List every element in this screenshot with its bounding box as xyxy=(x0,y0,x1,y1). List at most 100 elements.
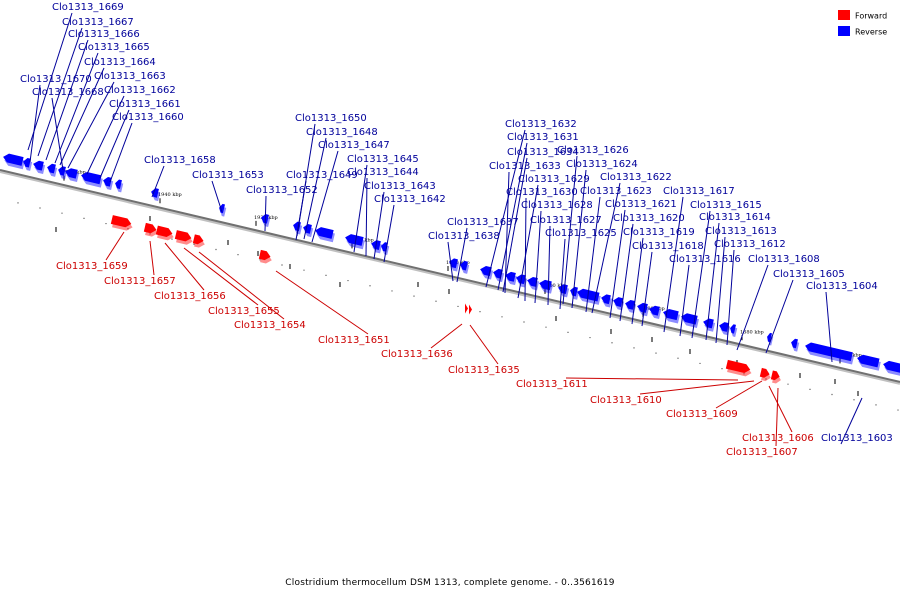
gene-label-Clo1313_1636[interactable]: Clo1313_1636 xyxy=(381,323,463,360)
reverse-gene-2[interactable] xyxy=(31,160,46,174)
gene-label-Clo1313_1631[interactable]: Clo1313_1631 xyxy=(497,132,579,291)
gene-label-Clo1313_1637[interactable]: Clo1313_1637 xyxy=(447,217,519,283)
gene-label-Clo1313_1644[interactable]: Clo1313_1644 xyxy=(347,167,419,257)
gene-label-Clo1313_1612[interactable]: Clo1313_1612 xyxy=(714,239,786,346)
reverse-gene-6[interactable] xyxy=(79,171,103,188)
gene-label-Clo1313_1632[interactable]: Clo1313_1632 xyxy=(485,119,577,288)
gene-label-Clo1313_1613[interactable]: Clo1313_1613 xyxy=(705,226,777,344)
gene-label-Clo1313_1622[interactable]: Clo1313_1622 xyxy=(591,172,672,314)
forward-gene-0[interactable] xyxy=(110,215,134,232)
gene-label-Clo1313_1661[interactable]: Clo1313_1661 xyxy=(99,99,181,179)
gene-label-Clo1313_1666[interactable]: Clo1313_1666 xyxy=(45,29,140,161)
reverse-gene-40[interactable] xyxy=(789,338,800,352)
gene-label-Clo1313_1634[interactable]: Clo1313_1634 xyxy=(502,147,579,293)
gene-label-Clo1313_1648[interactable]: Clo1313_1648 xyxy=(303,127,378,240)
reverse-gene-36[interactable] xyxy=(701,317,716,332)
forward-gene-small-0[interactable] xyxy=(465,303,468,314)
reverse-gene-5[interactable] xyxy=(63,167,80,182)
gene-label-Clo1313_1617[interactable]: Clo1313_1617 xyxy=(663,186,735,333)
gene-label-Clo1313_1615[interactable]: Clo1313_1615 xyxy=(690,200,762,339)
gene-label-Clo1313_1649[interactable]: Clo1313_1649 xyxy=(286,170,358,241)
reverse-gene-1[interactable] xyxy=(21,157,33,171)
forward-gene-1[interactable] xyxy=(143,222,159,238)
gene-label-Clo1313_1670[interactable]: Clo1313_1670 xyxy=(20,74,92,163)
gene-label-Clo1313_1607[interactable]: Clo1313_1607 xyxy=(726,387,798,458)
gene-label-Clo1313_1608[interactable]: Clo1313_1608 xyxy=(736,254,820,351)
gene-label-Clo1313_1667[interactable]: Clo1313_1667 xyxy=(37,17,134,157)
gene-label-Clo1313_1651[interactable]: Clo1313_1651 xyxy=(275,270,390,346)
gene-label-Clo1313_1630[interactable]: Clo1313_1630 xyxy=(506,187,578,302)
gene-label-Clo1313_1656[interactable]: Clo1313_1656 xyxy=(154,242,226,302)
forward-gene-8[interactable] xyxy=(770,370,782,385)
gene-label-Clo1313_1621[interactable]: Clo1313_1621 xyxy=(605,199,677,319)
gene-label-Clo1313_1659[interactable]: Clo1313_1659 xyxy=(56,231,128,272)
gene-label-Clo1313_1654[interactable]: Clo1313_1654 xyxy=(198,251,306,331)
gene-label-Clo1313_1633[interactable]: Clo1313_1633 xyxy=(489,161,561,294)
reverse-gene-24[interactable] xyxy=(525,276,540,291)
gene-label-Clo1313_1653[interactable]: Clo1313_1653 xyxy=(192,170,264,213)
gene-label-Clo1313_1665[interactable]: Clo1313_1665 xyxy=(54,42,150,164)
forward-gene-2[interactable] xyxy=(155,225,175,242)
reverse-gene-41[interactable] xyxy=(803,341,855,365)
reverse-gene-25[interactable] xyxy=(537,279,554,294)
gene-label-Clo1313_1624[interactable]: Clo1313_1624 xyxy=(566,159,638,309)
gene-label-Clo1313_1603[interactable]: Clo1313_1603 xyxy=(821,397,893,445)
reverse-gene-19[interactable] xyxy=(458,260,470,274)
gene-label-Clo1313_1628[interactable]: Clo1313_1628 xyxy=(521,200,593,304)
forward-gene-7[interactable] xyxy=(759,367,772,382)
gene-label-Clo1313_1620[interactable]: Clo1313_1620 xyxy=(613,213,685,322)
gene-label-Clo1313_1662[interactable]: Clo1313_1662 xyxy=(86,85,176,175)
reverse-gene-8[interactable] xyxy=(113,179,124,193)
forward-gene-3[interactable] xyxy=(174,230,194,246)
reverse-gene-10[interactable] xyxy=(217,203,227,217)
gene-label-Clo1313_1652[interactable]: Clo1313_1652 xyxy=(246,185,318,232)
gene-label-Clo1313_1664[interactable]: Clo1313_1664 xyxy=(59,57,156,166)
reverse-gene-43[interactable] xyxy=(881,360,900,377)
gene-label-Clo1313_1660[interactable]: Clo1313_1660 xyxy=(109,112,184,183)
reverse-gene-22[interactable] xyxy=(503,271,518,286)
gene-label-Clo1313_1645[interactable]: Clo1313_1645 xyxy=(347,154,419,253)
gene-label-Clo1313_1669[interactable]: Clo1313_1669 xyxy=(27,2,124,151)
reverse-gene-29[interactable] xyxy=(599,293,613,308)
gene-label-Clo1313_1626[interactable]: Clo1313_1626 xyxy=(557,145,629,305)
reverse-gene-7[interactable] xyxy=(101,176,114,191)
reverse-gene-33[interactable] xyxy=(647,305,662,320)
gene-label-Clo1313_1604[interactable]: Clo1313_1604 xyxy=(806,281,878,363)
gene-label-Clo1313_1610[interactable]: Clo1313_1610 xyxy=(590,380,755,406)
forward-gene-4[interactable] xyxy=(192,234,206,248)
gene-label-Clo1313_1657[interactable]: Clo1313_1657 xyxy=(104,240,176,287)
gene-label-Clo1313_1642[interactable]: Clo1313_1642 xyxy=(374,194,446,263)
reverse-gene-32[interactable] xyxy=(635,302,650,317)
gene-label-Clo1313_1611[interactable]: Clo1313_1611 xyxy=(516,377,739,390)
gene-label-Clo1313_1643[interactable]: Clo1313_1643 xyxy=(364,181,436,260)
reverse-gene-3[interactable] xyxy=(45,163,58,177)
gene-label-Clo1313_1619[interactable]: Clo1313_1619 xyxy=(623,227,695,325)
gene-label-Clo1313_1616[interactable]: Clo1313_1616 xyxy=(669,254,741,337)
gene-label-Clo1313_1663[interactable]: Clo1313_1663 xyxy=(67,71,166,169)
gene-label-Clo1313_1655[interactable]: Clo1313_1655 xyxy=(183,247,280,317)
gene-label-Clo1313_1658[interactable]: Clo1313_1658 xyxy=(144,155,216,198)
reverse-gene-21[interactable] xyxy=(491,268,505,283)
reverse-gene-42[interactable] xyxy=(855,354,881,371)
gene-label-Clo1313_1606[interactable]: Clo1313_1606 xyxy=(742,385,814,444)
reverse-gene-14[interactable] xyxy=(313,226,335,243)
forward-gene-small-1[interactable] xyxy=(469,304,472,315)
forward-gene-5[interactable] xyxy=(258,249,273,265)
reverse-gene-13[interactable] xyxy=(301,223,314,238)
gene-label-Clo1313_1627[interactable]: Clo1313_1627 xyxy=(530,215,602,306)
reverse-gene-38[interactable] xyxy=(728,324,738,337)
gene-label-Clo1313_1629[interactable]: Clo1313_1629 xyxy=(517,174,590,299)
gene-label-Clo1313_1614[interactable]: Clo1313_1614 xyxy=(699,212,771,341)
gene-label-Clo1313_1605[interactable]: Clo1313_1605 xyxy=(765,269,845,354)
gene-label-Clo1313_1625[interactable]: Clo1313_1625 xyxy=(545,228,617,310)
reverse-gene-0[interactable] xyxy=(1,152,25,170)
reverse-gene-4[interactable] xyxy=(56,165,68,180)
gene-label-Clo1313_1609[interactable]: Clo1313_1609 xyxy=(666,380,763,420)
gene-label-Clo1313_1623[interactable]: Clo1313_1623 xyxy=(580,186,652,313)
gene-label-Clo1313_1647[interactable]: Clo1313_1647 xyxy=(311,140,390,243)
gene-label-Clo1313_1618[interactable]: Clo1313_1618 xyxy=(632,241,704,327)
gene-label-Clo1313_1635[interactable]: Clo1313_1635 xyxy=(448,324,520,376)
forward-gene-6[interactable] xyxy=(725,359,753,378)
gene-label-Clo1313_1668[interactable]: Clo1313_1668 xyxy=(32,87,104,171)
gene-label-Clo1313_1638[interactable]: Clo1313_1638 xyxy=(428,231,500,282)
